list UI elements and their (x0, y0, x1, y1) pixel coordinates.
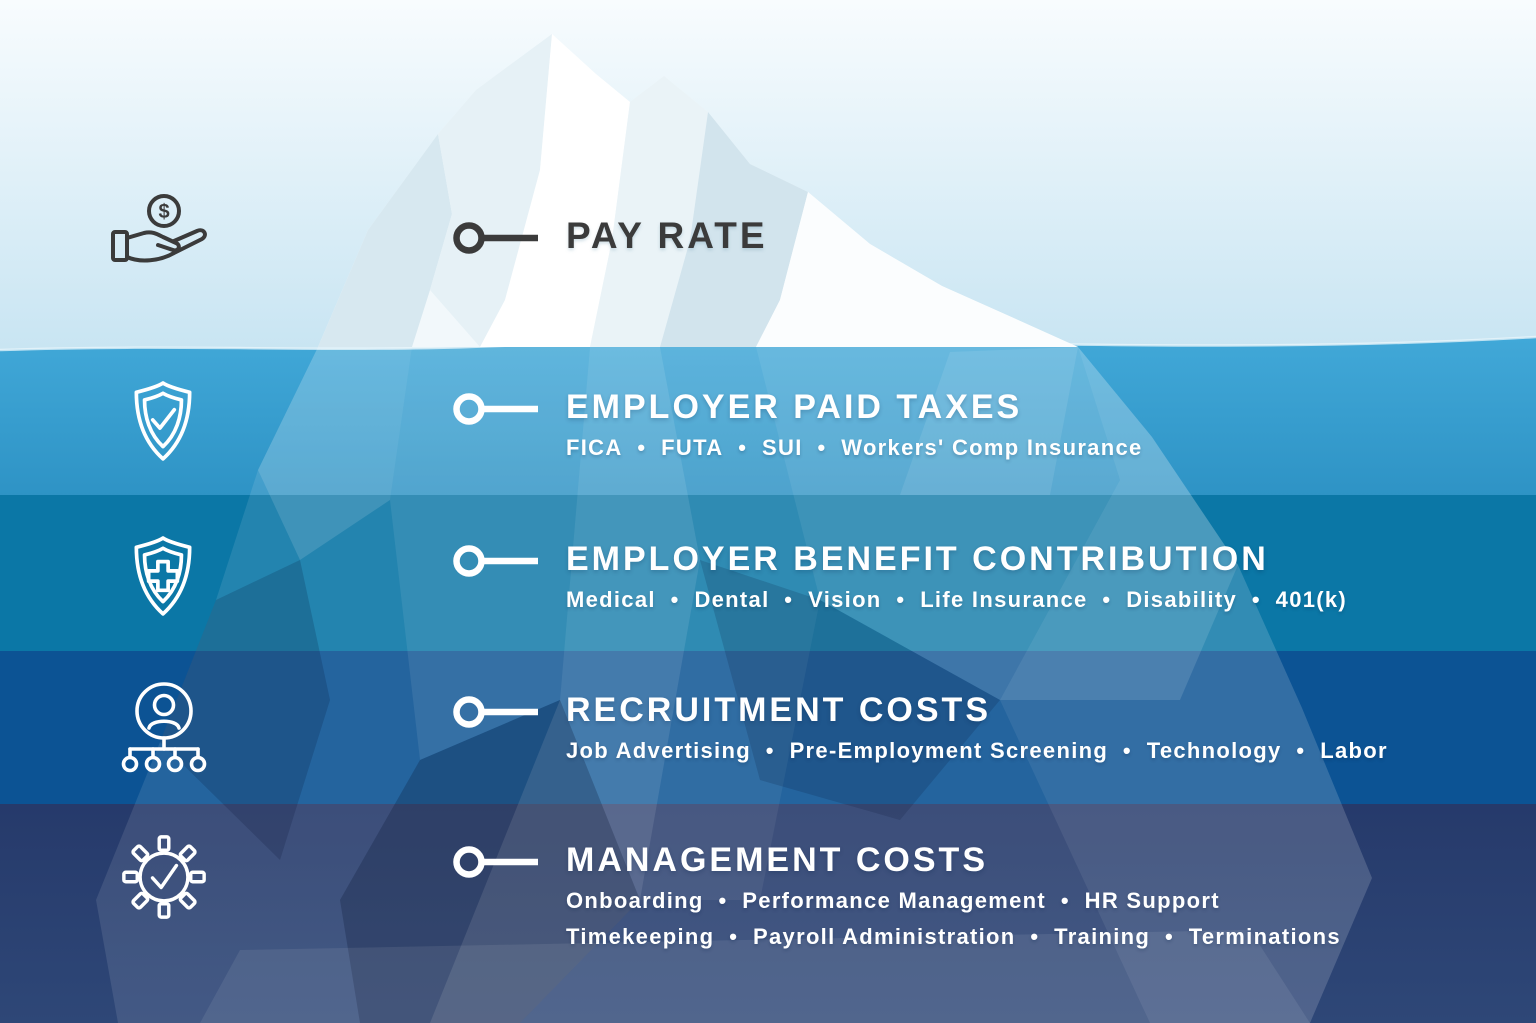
layer-items: Timekeeping • Payroll Administration • T… (566, 924, 1341, 949)
surface-row-pay-rate: PAY RATE (452, 215, 768, 257)
water-layer-3 (0, 651, 1536, 804)
layer-items: Medical • Dental • Vision • Life Insuran… (566, 587, 1348, 612)
hand-coin-icon: $ (111, 194, 207, 263)
layer-heading: RECRUITMENT COSTS (566, 691, 991, 729)
callout-marker-icon (453, 222, 538, 254)
layer-items: FICA • FUTA • SUI • Workers' Comp Insura… (566, 435, 1143, 460)
layer-items: Onboarding • Performance Management • HR… (566, 888, 1220, 913)
layer-heading: MANAGEMENT COSTS (566, 841, 988, 879)
layer-row-recruitment-costs: RECRUITMENT COSTS Job Advertising • Pre-… (452, 692, 1388, 764)
svg-text:$: $ (158, 201, 169, 223)
layer-items: Job Advertising • Pre-Employment Screeni… (566, 738, 1388, 763)
layer-row-management-costs: MANAGEMENT COSTS Onboarding • Performanc… (452, 842, 1341, 950)
layer-row-employer-paid-taxes: EMPLOYER PAID TAXES FICA • FUTA • SUI • … (452, 389, 1143, 461)
callout-marker-icon (453, 696, 538, 728)
org-chart-icon (121, 682, 207, 773)
shield-check-icon (134, 381, 192, 461)
gear-check-icon (122, 835, 206, 919)
layer-heading: EMPLOYER BENEFIT CONTRIBUTION (566, 540, 1269, 578)
callout-marker-icon (453, 846, 538, 878)
callout-marker-icon (453, 545, 538, 577)
water-layer-1 (0, 337, 1536, 496)
shield-cross-icon (134, 536, 192, 616)
iceberg-above-water (318, 34, 1078, 347)
pay-rate-heading: PAY RATE (566, 215, 768, 256)
water-layer-2 (0, 495, 1536, 651)
layer-heading: EMPLOYER PAID TAXES (566, 388, 1023, 426)
callout-marker-icon (453, 393, 538, 425)
water-layer-4 (0, 804, 1536, 1023)
layer-row-employer-benefit-contribution: EMPLOYER BENEFIT CONTRIBUTION Medical • … (452, 541, 1347, 613)
